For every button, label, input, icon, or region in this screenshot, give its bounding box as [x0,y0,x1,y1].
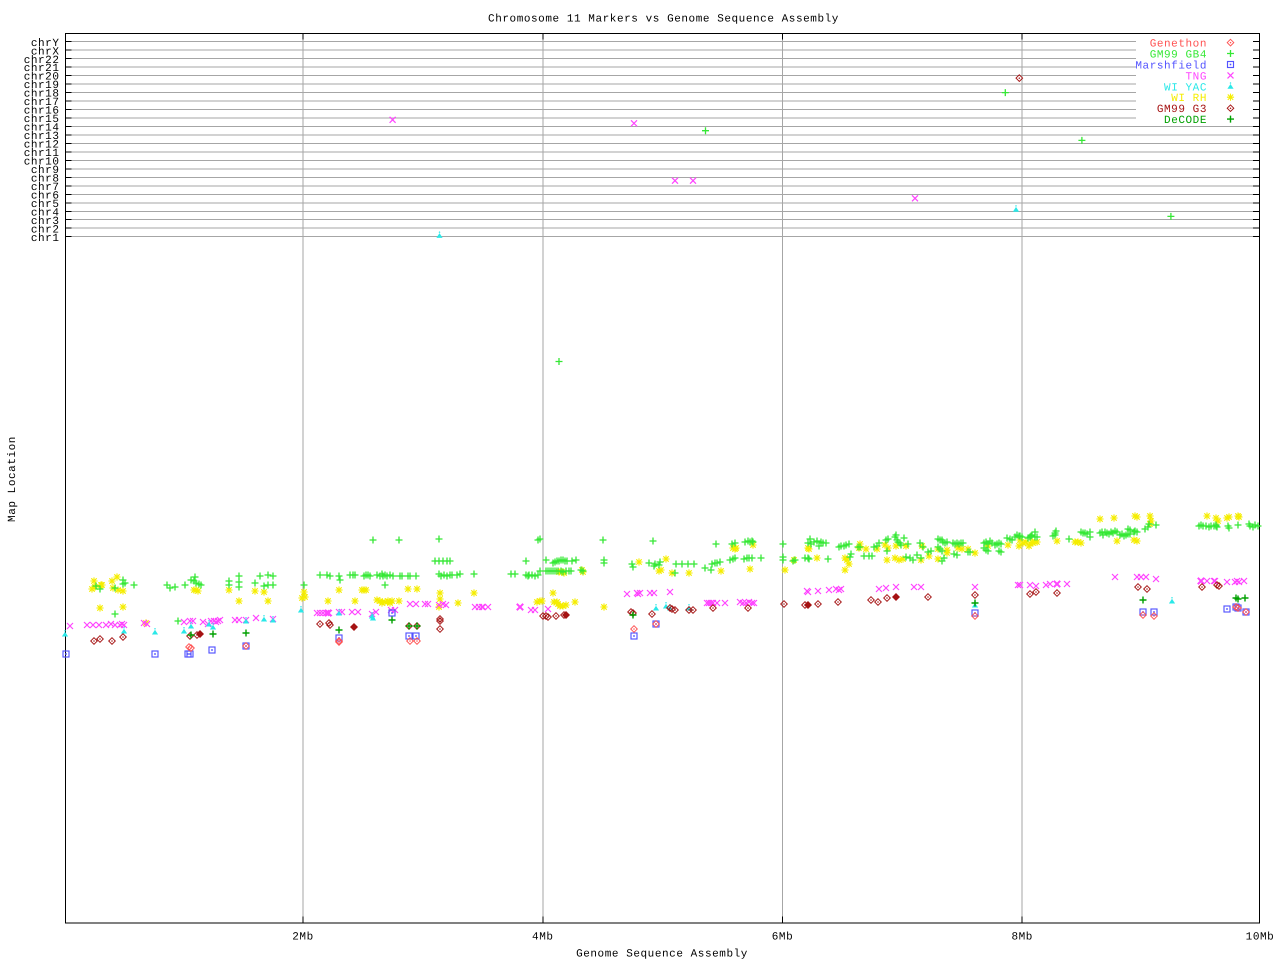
svg-text:Genethon: Genethon [1150,39,1207,51]
svg-text:Map Location: Map Location [7,436,19,522]
svg-text:chr14: chr14 [24,123,60,135]
svg-text:2Mb: 2Mb [292,932,313,944]
svg-text:4Mb: 4Mb [532,932,553,944]
svg-text:6Mb: 6Mb [772,932,793,944]
svg-text:chr5: chr5 [31,199,60,211]
svg-text:chr4: chr4 [31,208,60,220]
svg-text:chr16: chr16 [24,106,60,118]
svg-text:chr8: chr8 [31,174,60,186]
svg-text:chr17: chr17 [24,97,60,109]
svg-text:Genome Sequence Assembly: Genome Sequence Assembly [576,949,748,961]
svg-text:chr7: chr7 [31,182,60,194]
svg-text:chr22: chr22 [24,55,60,67]
svg-text:GM99 GB4: GM99 GB4 [1150,50,1207,62]
svg-text:chr1: chr1 [31,233,60,245]
svg-text:chr13: chr13 [24,131,60,143]
svg-text:chr3: chr3 [31,216,60,228]
svg-text:chr2: chr2 [31,224,60,236]
svg-text:8Mb: 8Mb [1011,932,1032,944]
svg-text:chr10: chr10 [24,157,60,169]
svg-text:chr18: chr18 [24,89,60,101]
svg-text:10Mb: 10Mb [1246,932,1275,944]
svg-text:chrY: chrY [31,38,60,50]
svg-text:chr20: chr20 [24,72,60,84]
svg-text:chrX: chrX [31,46,60,58]
svg-text:GM99 G3: GM99 G3 [1157,104,1207,116]
svg-text:chr11: chr11 [24,148,60,160]
svg-text:DeCODE: DeCODE [1164,115,1207,127]
svg-text:TNG: TNG [1186,71,1207,83]
svg-text:Marshfield: Marshfield [1135,61,1207,73]
svg-text:chr15: chr15 [24,114,60,126]
svg-text:Chromosome 11 Markers vs Genom: Chromosome 11 Markers vs Genome Sequence… [488,14,839,26]
svg-text:chr19: chr19 [24,80,60,92]
svg-text:WI YAC: WI YAC [1164,82,1207,94]
svg-text:chr12: chr12 [24,140,60,152]
svg-text:chr21: chr21 [24,63,60,75]
svg-text:chr9: chr9 [31,165,60,177]
svg-text:WI RH: WI RH [1171,93,1207,105]
svg-text:chr6: chr6 [31,191,60,203]
